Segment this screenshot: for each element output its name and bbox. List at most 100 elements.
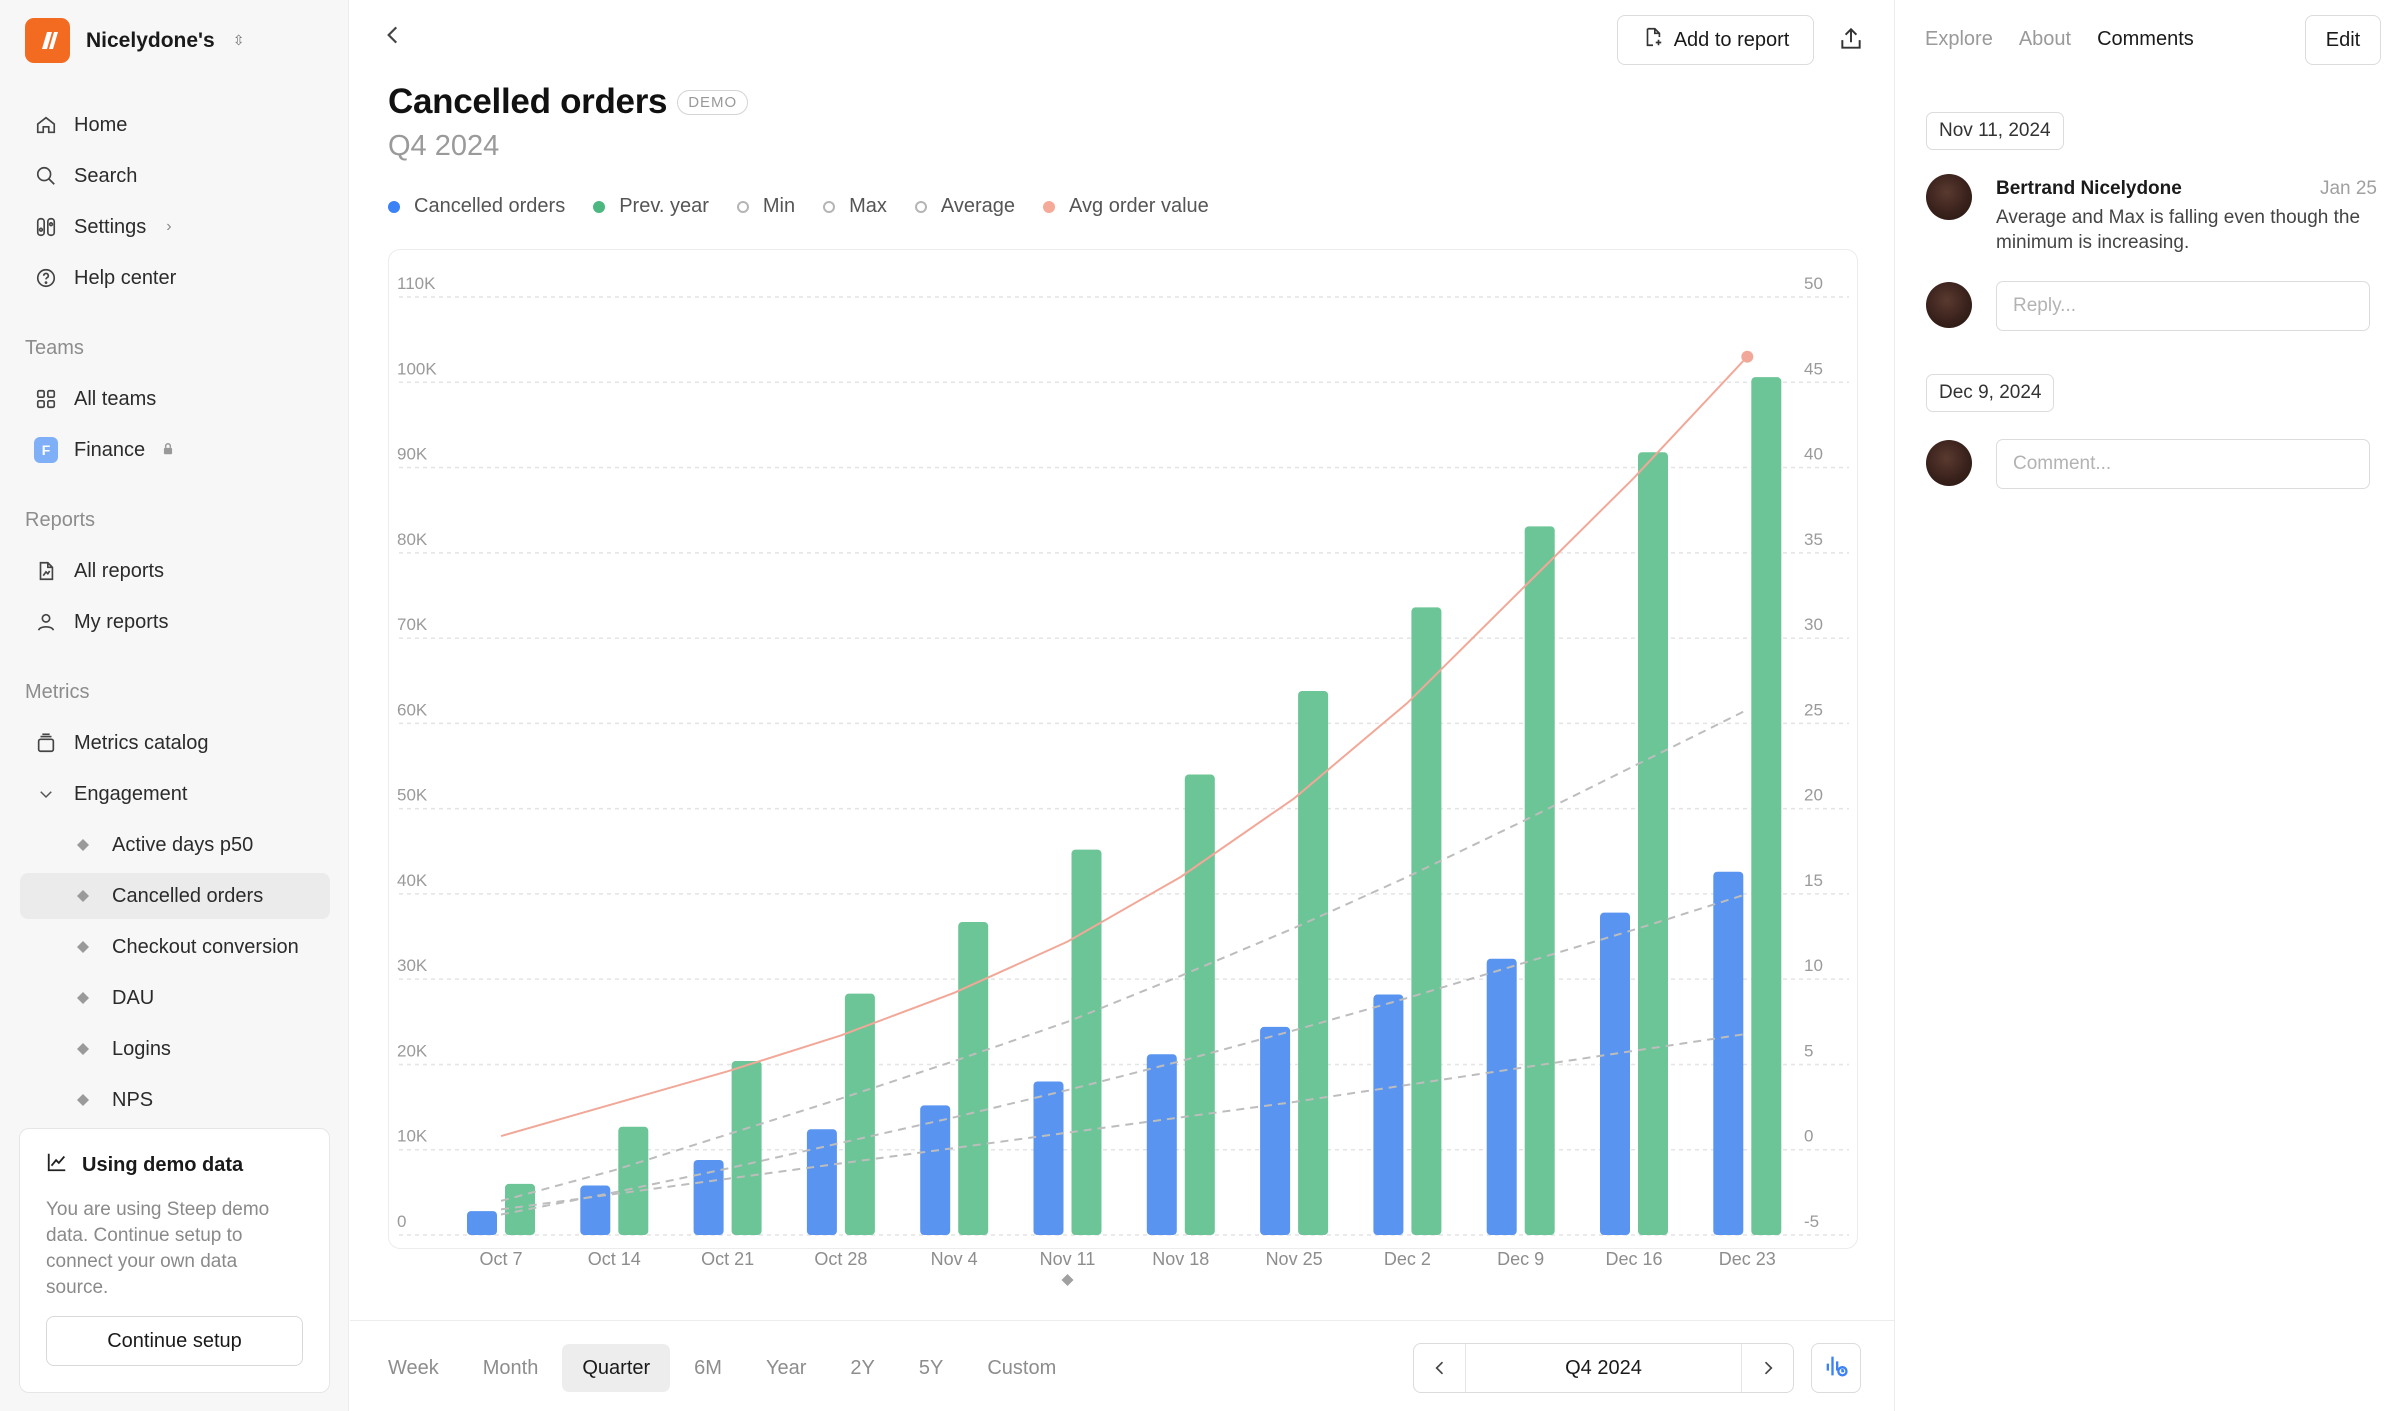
comment-input[interactable]: Comment... xyxy=(1996,439,2370,489)
sidebar: Nicelydone's ⇳ Home Search Settings › He… xyxy=(0,0,349,1411)
range-tab[interactable]: Quarter xyxy=(562,1344,671,1392)
x-tick-label: Oct 21 xyxy=(701,1249,754,1269)
x-tick-label: Dec 23 xyxy=(1719,1249,1776,1269)
range-tab[interactable]: Week xyxy=(388,1356,439,1379)
nav-metric-cancelled-orders[interactable]: Cancelled orders xyxy=(20,873,330,919)
finance-initial: F xyxy=(34,437,58,463)
panel-tab[interactable]: Explore xyxy=(1925,28,1993,50)
legend-item[interactable]: Max xyxy=(823,195,887,218)
range-tab[interactable]: 5Y xyxy=(918,1356,944,1379)
nav-metric-dau[interactable]: DAU xyxy=(20,975,330,1021)
reply-input[interactable]: Reply... xyxy=(1996,281,2370,331)
series-line-average xyxy=(500,892,1748,1216)
demo-data-card: Using demo data You are using Steep demo… xyxy=(19,1128,330,1393)
diamond-icon xyxy=(76,1042,90,1056)
add-to-report-button[interactable]: Add to report xyxy=(1617,15,1814,65)
x-tick-label: Oct 28 xyxy=(814,1249,867,1269)
y-right-tick-label: 30 xyxy=(1804,615,1823,634)
bar-prev-year xyxy=(958,922,989,1235)
back-arrow-icon[interactable] xyxy=(380,22,406,55)
continue-setup-button[interactable]: Continue setup xyxy=(46,1316,303,1366)
page-title-text: Cancelled orders xyxy=(388,82,668,121)
nav-search-label: Search xyxy=(74,164,138,187)
bar-cancelled-orders xyxy=(1373,994,1404,1235)
panel-tab[interactable]: About xyxy=(2018,28,2072,50)
nav-all-teams[interactable]: All teams xyxy=(20,376,330,422)
bar-cancelled-orders xyxy=(920,1105,951,1235)
nav-search[interactable]: Search xyxy=(20,153,330,199)
y-right-tick-label: 25 xyxy=(1804,700,1823,719)
legend-item[interactable]: Min xyxy=(736,195,795,218)
legend-item[interactable]: Prev. year xyxy=(593,195,709,218)
nav-metric-logins[interactable]: Logins xyxy=(20,1026,330,1072)
y-left-tick-label: 10K xyxy=(397,1127,428,1146)
prev-period-button[interactable] xyxy=(1414,1344,1466,1392)
nav-settings[interactable]: Settings › xyxy=(20,204,330,250)
bar-prev-year xyxy=(1411,607,1442,1235)
period-value[interactable]: Q4 2024 xyxy=(1565,1356,1642,1379)
nav-finance[interactable]: F Finance xyxy=(20,427,330,473)
comment-time: Jan 25 xyxy=(2319,178,2377,199)
teams-section-label: Teams xyxy=(25,337,84,359)
chart-legend: Cancelled orders Prev. year Min Max Average A… xyxy=(388,195,1209,218)
nav-metrics-catalog-label: Metrics catalog xyxy=(74,731,209,754)
y-right-tick-label: 5 xyxy=(1804,1041,1813,1060)
metrics-section-label: Metrics xyxy=(25,681,90,703)
search-icon xyxy=(34,164,58,188)
nav-metric-checkout-conversion[interactable]: Checkout conversion xyxy=(20,924,330,970)
y-left-tick-label: 90K xyxy=(397,445,428,464)
nav-help-label: Help center xyxy=(74,266,177,289)
nav-metric-label: Active days p50 xyxy=(112,833,254,856)
chart-type-toggle[interactable] xyxy=(1811,1343,1861,1393)
report-icon xyxy=(34,559,58,583)
bar-prev-year xyxy=(1184,774,1215,1235)
x-tick-label: Dec 16 xyxy=(1605,1249,1662,1269)
range-tab[interactable]: Year xyxy=(765,1356,807,1379)
workspace-switcher[interactable]: Nicelydone's ⇳ xyxy=(25,18,244,63)
nav-home[interactable]: Home xyxy=(20,102,330,148)
range-tab[interactable]: 2Y xyxy=(850,1356,875,1379)
right-panel: Explore About Comments Edit Nov 11, 2024 B… xyxy=(1894,0,2400,1411)
workspace-name: Nicelydone's xyxy=(86,28,215,52)
nav-all-teams-label: All teams xyxy=(74,387,157,410)
nav-metric-label: NPS xyxy=(112,1088,154,1111)
legend-item[interactable]: Cancelled orders xyxy=(388,195,565,218)
workspace-logo xyxy=(25,18,70,63)
legend-item[interactable]: Avg order value xyxy=(1043,195,1209,218)
nav-all-reports[interactable]: All reports xyxy=(20,548,330,594)
nav-engagement[interactable]: Engagement xyxy=(20,771,330,817)
demo-card-text: You are using Steep demo data. Continue … xyxy=(46,1199,270,1298)
demo-card-title: Using demo data xyxy=(82,1153,244,1176)
nav-metric-label: Checkout conversion xyxy=(112,935,299,958)
range-tab[interactable]: 6M xyxy=(694,1356,722,1379)
legend-item[interactable]: Average xyxy=(914,195,1015,218)
x-tick-label: Oct 14 xyxy=(588,1249,641,1269)
series-end-dot xyxy=(1741,350,1754,363)
nav-metric-active-days[interactable]: Active days p50 xyxy=(20,822,330,868)
range-tab[interactable]: Month xyxy=(482,1356,539,1379)
range-tab[interactable]: Custom xyxy=(987,1356,1057,1379)
legend-swatch xyxy=(388,200,400,213)
bar-cancelled-orders xyxy=(693,1159,724,1235)
nav-metrics-catalog[interactable]: Metrics catalog xyxy=(20,720,330,766)
nav-metric-nps[interactable]: NPS xyxy=(20,1077,330,1123)
diamond-icon xyxy=(76,889,90,903)
y-right-tick-label: 45 xyxy=(1804,359,1823,378)
nav-help[interactable]: Help center xyxy=(20,255,330,301)
bar-prev-year xyxy=(505,1183,535,1235)
y-right-tick-label: 0 xyxy=(1804,1127,1813,1146)
panel-tab[interactable]: Comments xyxy=(2097,28,2194,50)
bar-cancelled-orders xyxy=(467,1211,497,1235)
right-panel-tabs: Explore About Comments xyxy=(1925,28,2194,51)
nav-engagement-label: Engagement xyxy=(74,782,188,805)
avatar xyxy=(1926,440,1972,486)
nav-my-reports-label: My reports xyxy=(74,610,169,633)
nav-all-reports-label: All reports xyxy=(74,559,165,582)
bar-prev-year xyxy=(844,993,875,1235)
legend-swatch xyxy=(736,200,749,213)
next-period-button[interactable] xyxy=(1741,1344,1793,1392)
y-left-tick-label: 110K xyxy=(397,274,436,293)
share-icon[interactable] xyxy=(1834,22,1868,56)
edit-button[interactable]: Edit xyxy=(2305,15,2381,65)
nav-my-reports[interactable]: My reports xyxy=(20,599,330,645)
